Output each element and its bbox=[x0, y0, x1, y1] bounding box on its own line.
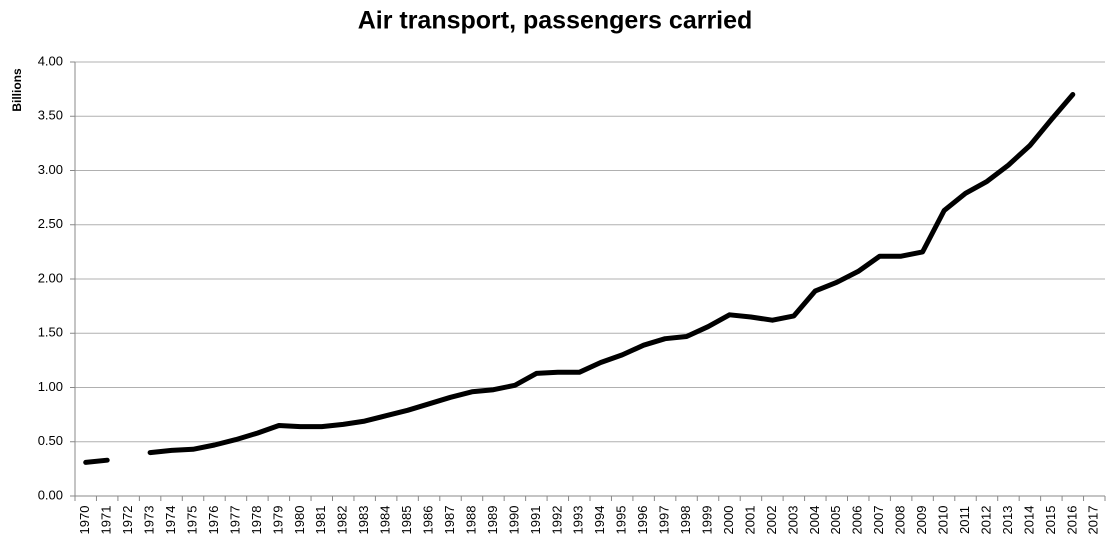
x-tick-label: 1993 bbox=[571, 506, 586, 535]
x-tick-label: 2001 bbox=[742, 506, 757, 535]
y-tick-label: 3.00 bbox=[38, 162, 63, 177]
x-tick-label: 1975 bbox=[184, 506, 199, 535]
x-tick-label: 1970 bbox=[77, 506, 92, 535]
x-tick-label: 1996 bbox=[635, 506, 650, 535]
x-tick-label: 2005 bbox=[828, 506, 843, 535]
x-tick-label: 1986 bbox=[421, 506, 436, 535]
y-tick-label: 0.00 bbox=[38, 487, 63, 502]
x-tick-label: 2013 bbox=[1000, 506, 1015, 535]
x-tick-label: 2010 bbox=[936, 506, 951, 535]
x-tick-label: 2014 bbox=[1021, 506, 1036, 535]
x-tick-label: 1988 bbox=[463, 506, 478, 535]
x-tick-label: 2015 bbox=[1043, 506, 1058, 535]
y-tick-label: 4.00 bbox=[38, 53, 63, 68]
y-tick-label: 2.00 bbox=[38, 270, 63, 285]
x-tick-label: 2007 bbox=[871, 506, 886, 535]
x-tick-label: 1971 bbox=[99, 506, 114, 535]
x-tick-label: 1973 bbox=[142, 506, 157, 535]
x-tick-label: 1977 bbox=[227, 506, 242, 535]
x-tick-label: 2000 bbox=[721, 506, 736, 535]
x-tick-label: 1979 bbox=[270, 506, 285, 535]
x-tick-label: 1991 bbox=[528, 506, 543, 535]
x-tick-label: 1992 bbox=[549, 506, 564, 535]
x-tick-label: 2008 bbox=[893, 506, 908, 535]
y-tick-label: 1.50 bbox=[38, 325, 63, 340]
x-tick-label: 1995 bbox=[614, 506, 629, 535]
chart-title: Air transport, passengers carried bbox=[358, 7, 753, 35]
data-line bbox=[83, 92, 1076, 465]
x-tick-label: 1989 bbox=[485, 506, 500, 535]
x-tick-label: 1981 bbox=[313, 506, 328, 535]
y-tick-label: 1.00 bbox=[38, 379, 63, 394]
x-tick-label: 1980 bbox=[292, 506, 307, 535]
x-tick-label: 2012 bbox=[978, 506, 993, 535]
x-tick-label: 1983 bbox=[356, 506, 371, 535]
y-axis-label: Billions bbox=[10, 68, 24, 112]
y-tick-label: 3.50 bbox=[38, 108, 63, 123]
x-tick-label: 1984 bbox=[378, 506, 393, 535]
x-tick-label: 1972 bbox=[120, 506, 135, 535]
x-tick-label: 1994 bbox=[592, 506, 607, 535]
x-tick-label: 2016 bbox=[1064, 506, 1079, 535]
x-tick-label: 2002 bbox=[764, 506, 779, 535]
x-tick-label: 1978 bbox=[249, 506, 264, 535]
x-tick-label: 2011 bbox=[957, 506, 972, 534]
x-tick-label: 2017 bbox=[1086, 506, 1101, 535]
y-tick-label: 0.50 bbox=[38, 433, 63, 448]
x-tick-label: 2009 bbox=[914, 506, 929, 535]
x-tick-label: 1997 bbox=[657, 506, 672, 535]
y-tick-label: 2.50 bbox=[38, 216, 63, 231]
x-tick-label: 2003 bbox=[785, 506, 800, 535]
x-tick-label: 1985 bbox=[399, 506, 414, 535]
x-tick-label: 2004 bbox=[807, 506, 822, 535]
x-tick-label: 1998 bbox=[678, 506, 693, 535]
x-tick-label: 1974 bbox=[163, 506, 178, 535]
x-tick-label: 1976 bbox=[206, 506, 221, 535]
x-tick-label: 2006 bbox=[850, 506, 865, 535]
x-tick-label: 1982 bbox=[335, 506, 350, 535]
x-tick-label: 1990 bbox=[506, 506, 521, 535]
x-tick-label: 1987 bbox=[442, 506, 457, 535]
x-tick-label: 1999 bbox=[699, 506, 714, 535]
